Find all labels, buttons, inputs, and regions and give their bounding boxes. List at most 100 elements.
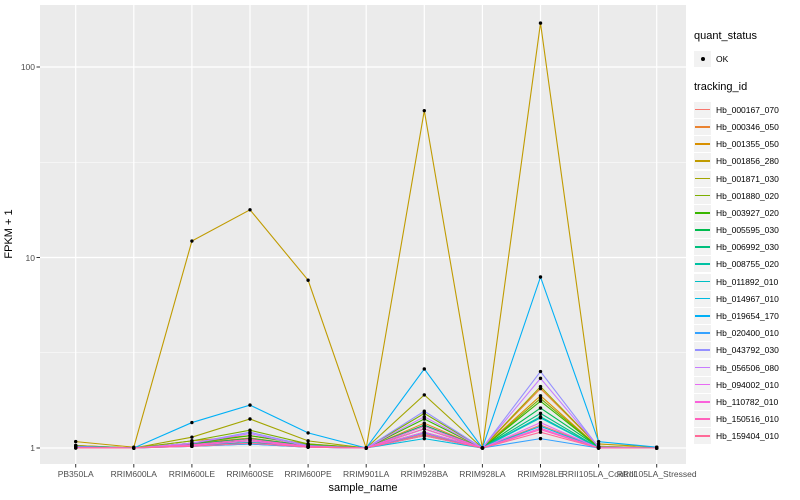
quant-status-legend-label: OK <box>716 53 729 64</box>
legend-item: Hb_008755_020 <box>694 256 779 273</box>
legend-line-swatch <box>695 229 710 231</box>
x-tick-label: RRII105LA_Control <box>561 469 636 479</box>
legend-key <box>694 170 711 187</box>
legend-key <box>694 428 711 445</box>
legend-line-swatch <box>695 143 710 145</box>
legend-item: Hb_006992_030 <box>694 239 779 256</box>
data-point <box>74 446 78 450</box>
legend-line-swatch <box>695 435 710 437</box>
data-point <box>538 394 543 398</box>
legend-item-label: Hb_056506_080 <box>716 362 779 373</box>
data-point <box>538 275 543 279</box>
legend-item: Hb_094002_010 <box>694 376 779 393</box>
data-point <box>538 369 543 374</box>
legend-item: Hb_003927_020 <box>694 204 779 221</box>
legend-item: Hb_011892_010 <box>694 273 779 290</box>
legend-line-swatch <box>695 383 710 386</box>
data-point <box>538 384 543 389</box>
legend-item-label: Hb_001871_030 <box>716 173 779 184</box>
legend-item: Hb_020400_010 <box>694 325 779 342</box>
data-point <box>422 409 426 413</box>
legend-item-label: Hb_150516_010 <box>716 414 779 425</box>
legend-line-swatch <box>695 400 710 403</box>
legend-line-swatch <box>695 108 710 111</box>
legend-key <box>694 50 711 67</box>
legend-item-label: Hb_020400_010 <box>716 328 779 339</box>
legend-line-swatch <box>695 263 710 266</box>
legend-item: Hb_159404_010 <box>694 428 779 445</box>
data-point <box>655 446 659 450</box>
x-axis-title: sample_name <box>328 482 398 494</box>
legend-item-label: Hb_019654_170 <box>716 311 779 322</box>
legend-key <box>694 376 711 393</box>
tracking-id-legend-title: tracking_id <box>694 81 748 94</box>
legend-key <box>694 204 711 221</box>
legend-item: Hb_110782_010 <box>694 393 779 410</box>
data-point <box>306 431 310 435</box>
legend-item: Hb_056506_080 <box>694 359 779 376</box>
legend-line-swatch <box>695 349 710 351</box>
y-tick-label: 100 <box>20 62 35 72</box>
data-point <box>306 445 310 449</box>
legend-item: Hb_000346_050 <box>694 118 779 135</box>
legend-item: Hb_001856_280 <box>694 153 779 170</box>
data-point <box>306 439 310 443</box>
legend-line-swatch <box>695 280 710 283</box>
data-point <box>248 441 252 445</box>
data-point <box>248 208 252 212</box>
data-point <box>538 436 543 441</box>
data-point <box>538 406 543 410</box>
legend-key <box>694 136 711 153</box>
data-point <box>422 434 426 438</box>
legend-item: Hb_150516_010 <box>694 411 779 428</box>
data-point <box>538 411 543 416</box>
legend-line-swatch <box>695 160 710 162</box>
legend-item: Hb_014967_010 <box>694 290 779 307</box>
data-point <box>538 416 543 420</box>
x-tick-label: RRIM600PE <box>284 469 332 479</box>
legend-item-label: Hb_011892_010 <box>716 276 779 287</box>
data-point <box>538 21 543 25</box>
data-point <box>364 446 368 450</box>
data-point <box>538 420 543 425</box>
x-tick-label: RRIM928LE <box>517 469 564 479</box>
legend-item-label: Hb_043792_030 <box>716 345 779 356</box>
data-point <box>190 444 194 449</box>
legend-item: Hb_000167_070 <box>694 101 779 118</box>
y-tick-label: 1 <box>30 443 35 453</box>
data-point <box>422 367 426 371</box>
legend-key <box>694 153 711 170</box>
legend-line-swatch <box>695 332 710 334</box>
data-point <box>248 431 252 436</box>
data-point <box>422 424 426 428</box>
data-point <box>248 417 252 421</box>
legend-line-swatch <box>695 297 710 300</box>
data-point <box>538 376 543 381</box>
legend-line-swatch <box>695 194 710 197</box>
y-axis-title: FPKM + 1 <box>3 209 15 259</box>
data-point <box>538 399 543 403</box>
x-tick-label: RRIM928BA <box>400 469 448 479</box>
legend-item-label: Hb_006992_030 <box>716 242 779 253</box>
quant-status-legend-item: OK <box>694 50 779 67</box>
data-point <box>190 239 194 243</box>
x-tick-label: RRII105LA_Stressed <box>616 469 697 479</box>
legend-line-swatch <box>695 125 710 128</box>
legend-key <box>694 342 711 359</box>
x-tick-label: RRIM600LA <box>110 469 157 479</box>
legend-line-swatch <box>695 315 710 317</box>
legend-item-label: Hb_001856_280 <box>716 156 779 167</box>
data-point <box>74 439 78 444</box>
legend-item: Hb_001355_050 <box>694 136 779 153</box>
legend-item-label: Hb_001880_020 <box>716 190 779 201</box>
data-point <box>538 396 543 401</box>
data-point <box>480 446 485 450</box>
quant-status-legend-title: quant_status <box>694 30 757 42</box>
legend-key <box>694 359 711 376</box>
data-point <box>422 436 426 441</box>
legend-item: Hb_005595_030 <box>694 222 779 239</box>
data-point <box>422 414 426 419</box>
x-tick-label: RRIM928LA <box>459 469 506 479</box>
